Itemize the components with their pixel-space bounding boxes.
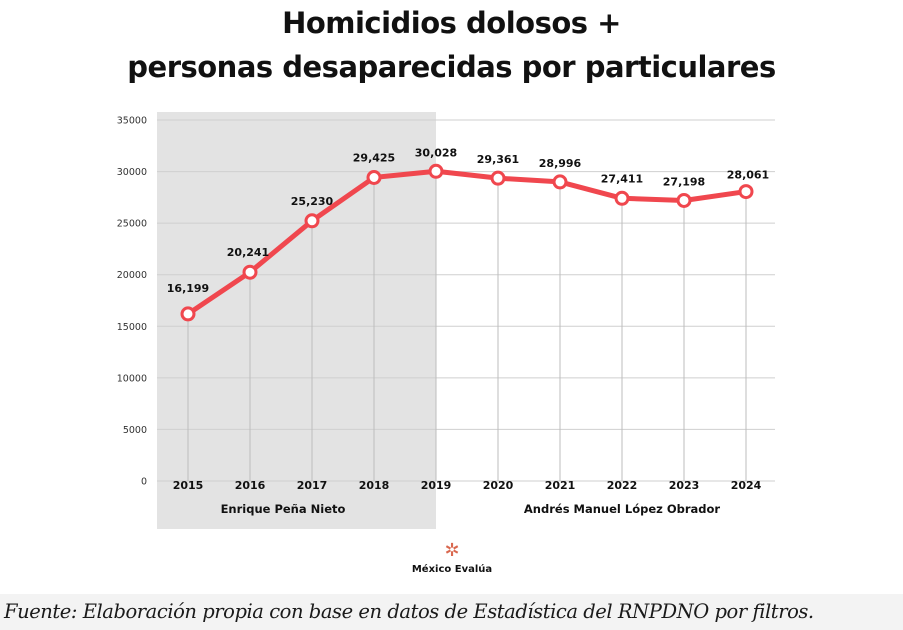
series-line (185, 168, 749, 317)
data-point (304, 213, 320, 229)
chart-title-line-1: Homicidios dolosos + (282, 6, 621, 40)
x-tick-label: 2024 (731, 479, 762, 492)
chart-title-line-2: personas desaparecidas por particulares (127, 50, 776, 84)
logo-name: México Evalúa (411, 564, 493, 575)
y-tick-label: 15000 (117, 322, 147, 333)
x-tick-label: 2016 (235, 479, 266, 492)
data-label: 29,361 (477, 153, 519, 166)
line-chart: 0 5000 10000 15000 20000 25000 30000 35000 2015 2… (117, 112, 775, 529)
data-point (180, 306, 196, 322)
period-label: Andrés Manuel López Obrador (524, 502, 720, 516)
period-label: Enrique Peña Nieto (221, 502, 346, 516)
data-label: 29,425 (353, 152, 395, 165)
y-tick-label: 25000 (117, 219, 147, 230)
logo-star-icon: ✲ (444, 540, 460, 560)
data-point (366, 170, 382, 186)
x-tick-label: 2015 (173, 479, 204, 492)
data-point (552, 174, 568, 190)
x-tick-label: 2022 (607, 479, 638, 492)
source-note: Fuente: Elaboración propia con base en d… (0, 594, 903, 630)
chart-card: Homicidios dolosos + personas desapareci… (116, 6, 777, 575)
data-label: 27,198 (663, 175, 705, 188)
data-label: 27,411 (601, 172, 643, 185)
period-shade-0 (157, 112, 436, 529)
data-point (490, 170, 506, 186)
data-label: 30,028 (415, 146, 457, 159)
data-label: 20,241 (227, 246, 269, 259)
y-tick-label: 35000 (117, 116, 147, 127)
data-label: 28,996 (539, 157, 582, 170)
y-tick-label: 0 (141, 477, 147, 488)
x-tick-label: 2017 (297, 479, 328, 492)
x-tick-label: 2020 (483, 479, 514, 492)
x-tick-label: 2021 (545, 479, 576, 492)
x-tick-label: 2023 (669, 479, 700, 492)
data-point (738, 184, 754, 200)
mexico-evalua-logo: ✲ México Evalúa (390, 540, 514, 575)
y-tick-label: 20000 (117, 270, 147, 281)
data-label: 16,199 (167, 282, 209, 295)
y-tick-label: 10000 (117, 373, 147, 384)
y-tick-label: 30000 (117, 167, 147, 178)
data-point (428, 163, 444, 179)
data-point (614, 190, 630, 206)
data-label: 28,061 (727, 169, 769, 182)
y-tick-label: 5000 (123, 425, 147, 436)
data-label: 25,230 (291, 195, 334, 208)
data-point (676, 192, 692, 208)
x-tick-label: 2018 (359, 479, 390, 492)
x-tick-label: 2019 (421, 479, 452, 492)
data-point (242, 264, 258, 280)
